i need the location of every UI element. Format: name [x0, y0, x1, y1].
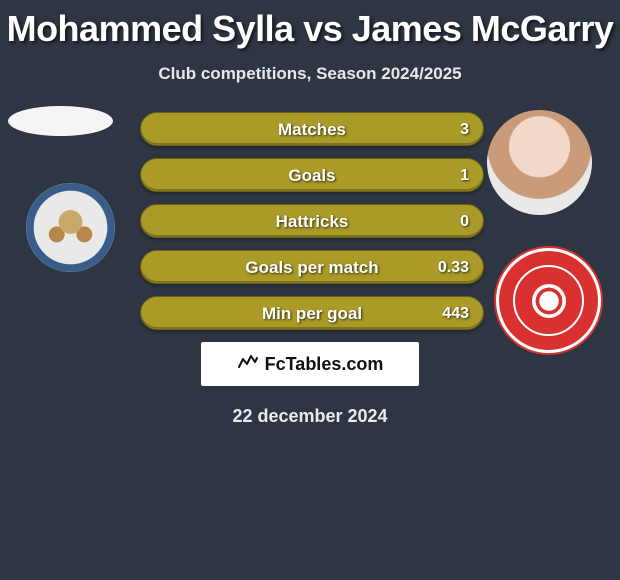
- stat-value-right: 3: [460, 113, 469, 147]
- stat-label: Goals per match: [141, 251, 483, 285]
- stat-bar-goals-per-match: Goals per match 0.33: [140, 250, 484, 284]
- stat-label: Min per goal: [141, 297, 483, 331]
- brand-icon: [237, 353, 259, 376]
- stat-value-right: 0.33: [438, 251, 469, 285]
- comparison-content: Matches 3 Goals 1 Hattricks 0 Goals per …: [0, 112, 620, 427]
- stat-label: Matches: [141, 113, 483, 147]
- competition-subtitle: Club competitions, Season 2024/2025: [0, 64, 620, 84]
- stat-bar-hattricks: Hattricks 0: [140, 204, 484, 238]
- stat-value-right: 1: [460, 159, 469, 193]
- stat-value-right: 443: [442, 297, 469, 331]
- stat-bar-goals: Goals 1: [140, 158, 484, 192]
- player1-name: Mohammed Sylla: [7, 8, 294, 49]
- player1-club-logo: [23, 180, 118, 275]
- stat-bars: Matches 3 Goals 1 Hattricks 0 Goals per …: [140, 112, 484, 330]
- player2-avatar: [487, 110, 592, 215]
- player2-name: James McGarry: [352, 8, 614, 49]
- stat-bar-min-per-goal: Min per goal 443: [140, 296, 484, 330]
- stat-value-right: 0: [460, 205, 469, 239]
- stat-label: Goals: [141, 159, 483, 193]
- brand-watermark: FcTables.com: [201, 342, 419, 386]
- stat-bar-matches: Matches 3: [140, 112, 484, 146]
- player1-avatar: [8, 106, 113, 136]
- player2-club-logo: [496, 248, 601, 353]
- comparison-title: Mohammed Sylla vs James McGarry: [0, 0, 620, 50]
- vs-separator: vs: [303, 8, 342, 49]
- brand-text: FcTables.com: [265, 354, 384, 375]
- stat-label: Hattricks: [141, 205, 483, 239]
- snapshot-date: 22 december 2024: [0, 406, 620, 427]
